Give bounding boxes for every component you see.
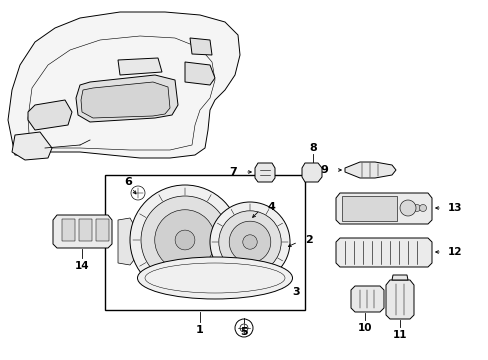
Text: 14: 14 xyxy=(75,261,89,271)
Circle shape xyxy=(130,185,240,295)
Polygon shape xyxy=(118,218,134,265)
Polygon shape xyxy=(385,280,413,319)
Circle shape xyxy=(154,210,215,270)
Polygon shape xyxy=(118,58,162,75)
Polygon shape xyxy=(190,38,212,55)
Polygon shape xyxy=(254,163,274,182)
Text: 2: 2 xyxy=(305,235,312,245)
Text: 6: 6 xyxy=(124,177,132,187)
Polygon shape xyxy=(28,100,72,130)
Bar xyxy=(79,219,92,241)
Text: 11: 11 xyxy=(392,330,407,340)
Circle shape xyxy=(209,202,289,282)
Polygon shape xyxy=(345,162,395,178)
Circle shape xyxy=(229,221,270,263)
Polygon shape xyxy=(391,275,407,280)
Bar xyxy=(62,219,75,241)
Text: 12: 12 xyxy=(447,247,462,257)
Text: 8: 8 xyxy=(308,143,316,153)
Polygon shape xyxy=(8,12,240,158)
Ellipse shape xyxy=(137,257,292,299)
Polygon shape xyxy=(350,286,383,312)
Circle shape xyxy=(175,230,195,250)
Polygon shape xyxy=(335,238,431,267)
Polygon shape xyxy=(53,215,112,248)
Polygon shape xyxy=(184,62,215,85)
Circle shape xyxy=(218,211,281,273)
Text: 10: 10 xyxy=(357,323,371,333)
Bar xyxy=(105,175,305,310)
Bar xyxy=(96,219,109,241)
Text: 4: 4 xyxy=(266,202,274,212)
Polygon shape xyxy=(81,82,170,118)
Polygon shape xyxy=(76,75,178,122)
Text: 1: 1 xyxy=(196,325,203,335)
Circle shape xyxy=(399,200,415,216)
Text: 7: 7 xyxy=(229,167,237,177)
Polygon shape xyxy=(12,132,52,160)
Circle shape xyxy=(413,204,420,211)
Polygon shape xyxy=(335,193,431,224)
Circle shape xyxy=(141,196,228,284)
Text: 3: 3 xyxy=(291,287,299,297)
Text: 5: 5 xyxy=(240,327,247,337)
Circle shape xyxy=(307,167,317,177)
Circle shape xyxy=(401,204,407,211)
Text: 13: 13 xyxy=(447,203,462,213)
Text: 9: 9 xyxy=(320,165,327,175)
Polygon shape xyxy=(302,163,321,182)
Circle shape xyxy=(419,204,426,211)
Bar xyxy=(341,196,396,221)
Circle shape xyxy=(243,235,257,249)
Circle shape xyxy=(407,204,414,211)
